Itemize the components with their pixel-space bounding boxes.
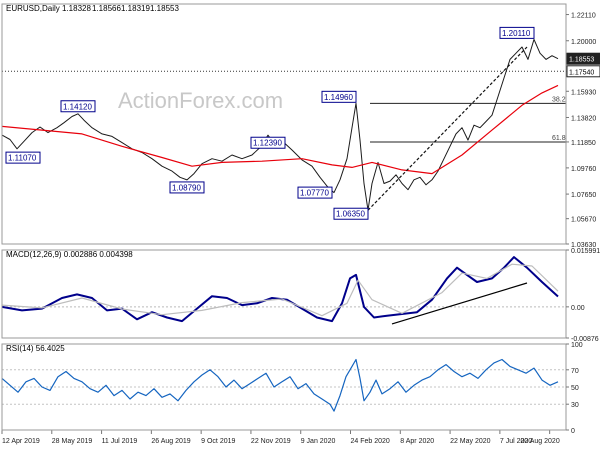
swing-label-box — [250, 136, 286, 149]
fib-level-label: 38.2 — [552, 96, 566, 103]
swing-label-box — [499, 26, 535, 39]
series-rsi-rsi — [1, 358, 559, 412]
swing-label-box — [333, 207, 369, 220]
swing-label: 1.08790 — [172, 183, 201, 192]
x-tick-label: 22 Nov 2019 — [251, 438, 291, 445]
swing-label: 1.12390 — [253, 139, 282, 148]
y-tick-label: 1.13820 — [571, 115, 596, 122]
swing-label: 1.11070 — [8, 154, 37, 163]
fib-level-label: 61.8 — [552, 135, 566, 142]
y-tick-label: -0.00876 — [571, 336, 599, 343]
x-tick-label: 12 Apr 2019 — [2, 438, 40, 445]
y-tick-label: 50 — [571, 385, 579, 392]
swing-label-box — [169, 181, 205, 194]
series-price-trendline — [367, 46, 528, 211]
y-tick-label: 1.20000 — [571, 39, 596, 46]
x-tick-label: 9 Jan 2020 — [301, 438, 336, 445]
price-header: EURUSD,Daily — [6, 4, 60, 13]
y-tick-label: 0.015991 — [571, 248, 600, 255]
series-macd-trendline — [391, 282, 528, 325]
price-ohlc-high: 1.18566 — [92, 4, 121, 13]
y-tick-label: 1.05670 — [571, 217, 596, 224]
swing-label-box — [297, 186, 333, 199]
y-tick-label: 0 — [571, 428, 575, 435]
x-tick-label: 28 May 2019 — [52, 438, 93, 445]
y-tick-label: 1.11850 — [571, 140, 596, 147]
macd-header: MACD(12,26,9) 0.002886 0.004398 — [6, 250, 133, 259]
y-tick-label: 100 — [571, 342, 583, 349]
y-tick-label: 70 — [571, 368, 579, 375]
rsi-header: RSI(14) 56.4025 — [6, 344, 65, 353]
x-tick-label: 22 May 2020 — [450, 438, 491, 445]
price-tag-label: 1.18553 — [569, 57, 594, 64]
panel-frame-macd — [1, 249, 567, 339]
x-tick-label: 26 Aug 2019 — [151, 438, 190, 445]
y-tick-label: 1.22110 — [571, 13, 596, 20]
y-tick-label: 1.07650 — [571, 192, 596, 199]
y-tick-label: 1.09760 — [571, 166, 596, 173]
watermark: ActionForex.com — [118, 88, 283, 113]
swing-label: 1.06350 — [336, 210, 365, 219]
swing-label-box — [60, 100, 96, 113]
y-tick-label: 0.00 — [571, 305, 585, 312]
panel-frame-price — [1, 3, 567, 245]
x-tick-label: 8 Apr 2020 — [400, 438, 434, 445]
series-macd-macd — [1, 256, 559, 323]
y-tick-label: 1.15930 — [571, 89, 596, 96]
series-macd-signal — [1, 263, 559, 317]
x-tick-label: 7 Jul 2020 — [500, 438, 532, 445]
price-tag-box — [566, 65, 600, 78]
series-price-moving-average — [1, 84, 559, 175]
swing-label: 1.14120 — [63, 102, 92, 111]
x-tick-label: 9 Oct 2019 — [201, 438, 235, 445]
price-ohlc-low: 1.18319 — [121, 4, 150, 13]
swing-label: 1.07770 — [300, 189, 329, 198]
swing-label-box — [5, 151, 41, 164]
price-ohlc-open: 1.18328 — [62, 4, 91, 13]
price-ohlc-close: 1.18553 — [150, 4, 179, 13]
swing-label: 1.20110 — [502, 29, 531, 38]
price-tag-box — [566, 52, 600, 65]
y-tick-label: 1.03630 — [571, 242, 596, 249]
x-tick-label: 11 Jul 2019 — [102, 438, 138, 445]
price-tag-label: 1.17540 — [569, 69, 594, 76]
swing-label-box — [321, 90, 357, 103]
x-tick-label: 24 Feb 2020 — [351, 438, 390, 445]
series-price-price — [1, 38, 559, 211]
x-tick-label: 20 Aug 2020 — [520, 438, 559, 445]
y-tick-label: 30 — [571, 402, 579, 409]
swing-label: 1.14960 — [324, 93, 353, 102]
